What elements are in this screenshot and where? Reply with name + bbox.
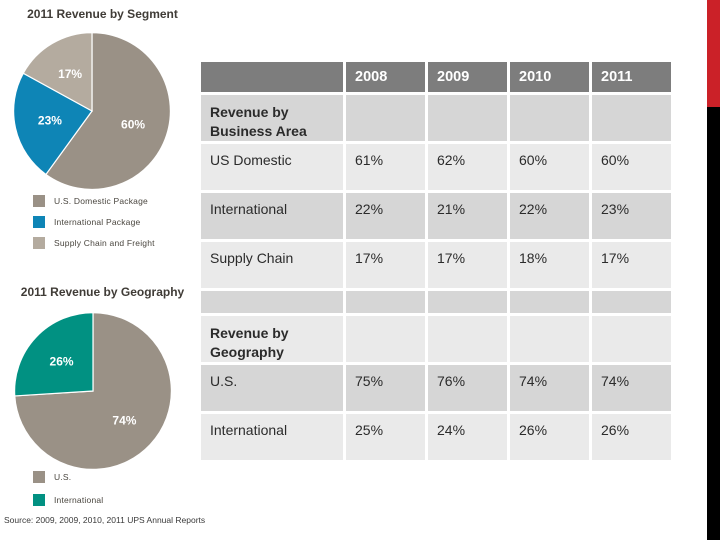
table-cell: 17% bbox=[592, 242, 671, 288]
revenue-table: 2008 2009 2010 2011 Revenue by Business Are… bbox=[198, 59, 674, 463]
table-cell: Revenue by Geography bbox=[201, 316, 343, 362]
pie-slice bbox=[13, 72, 93, 176]
table-cell: 22% bbox=[346, 193, 425, 239]
table-cell: 24% bbox=[428, 414, 507, 460]
table-cell: 26% bbox=[592, 414, 671, 460]
pie-svg: 74% 26% bbox=[14, 311, 172, 470]
pie-slice-label: 74% bbox=[112, 414, 136, 428]
table-row: International 22% 21% 22% 23% bbox=[201, 193, 671, 239]
legend-item: International bbox=[33, 489, 103, 511]
table-cell bbox=[510, 316, 589, 362]
table-header-cell: 2010 bbox=[510, 62, 589, 92]
table-cell bbox=[346, 316, 425, 362]
legend-label: International Package bbox=[54, 217, 141, 227]
legend-swatch bbox=[33, 471, 45, 483]
legend-swatch bbox=[33, 195, 45, 207]
source-note: Source: 2009, 2009, 2010, 2011 UPS Annua… bbox=[4, 515, 206, 525]
table-cell bbox=[428, 291, 507, 313]
legend-swatch bbox=[33, 494, 45, 506]
legend-swatch bbox=[33, 237, 45, 249]
legend-label: Supply Chain and Freight bbox=[54, 238, 155, 248]
table-cell: U.S. bbox=[201, 365, 343, 411]
table-cell bbox=[510, 291, 589, 313]
table-cell: Revenue by Business Area bbox=[201, 95, 343, 141]
geography-pie-chart: 74% 26% bbox=[13, 311, 173, 471]
table-cell: 60% bbox=[510, 144, 589, 190]
table-cell bbox=[592, 316, 671, 362]
table-row: Supply Chain 17% 17% 18% 17% bbox=[201, 242, 671, 288]
legend-item: Supply Chain and Freight bbox=[33, 233, 155, 253]
segment-pie-chart: 60% 23% 17% bbox=[12, 31, 172, 191]
legend-item: U.S. bbox=[33, 466, 103, 488]
segment-legend: U.S. Domestic Package International Packa… bbox=[33, 191, 155, 254]
table-cell bbox=[592, 291, 671, 313]
table-head: 2008 2009 2010 2011 bbox=[201, 62, 671, 92]
table-cell: 23% bbox=[592, 193, 671, 239]
table-cell: US Domestic bbox=[201, 144, 343, 190]
table-cell bbox=[592, 95, 671, 141]
table-cell: 17% bbox=[346, 242, 425, 288]
pie-slice-label: 17% bbox=[58, 67, 82, 81]
table-cell: 25% bbox=[346, 414, 425, 460]
legend-item: International Package bbox=[33, 212, 155, 232]
table-row: International 25% 24% 26% 26% bbox=[201, 414, 671, 460]
table-header-row: 2008 2009 2010 2011 bbox=[201, 62, 671, 92]
pie-slice bbox=[22, 31, 93, 113]
table-cell bbox=[201, 291, 343, 313]
table-header-cell: 2009 bbox=[428, 62, 507, 92]
legend-label: U.S. Domestic Package bbox=[54, 196, 148, 206]
table-cell: 60% bbox=[592, 144, 671, 190]
table-cell: 26% bbox=[510, 414, 589, 460]
table-cell: International bbox=[201, 193, 343, 239]
accent-bar-black bbox=[707, 107, 720, 540]
legend-swatch bbox=[33, 216, 45, 228]
geography-chart-title: 2011 Revenue by Geography bbox=[20, 285, 185, 299]
geography-legend: U.S. International bbox=[33, 466, 103, 512]
legend-label: U.S. bbox=[54, 472, 72, 482]
table-row: Revenue by Geography bbox=[201, 316, 671, 362]
table-cell bbox=[346, 95, 425, 141]
table-row bbox=[201, 291, 671, 313]
table-cell: 76% bbox=[428, 365, 507, 411]
table-header-cell: 2008 bbox=[346, 62, 425, 92]
table-cell bbox=[428, 316, 507, 362]
pie-svg: 60% 23% 17% bbox=[13, 31, 172, 190]
table-row: Revenue by Business Area bbox=[201, 95, 671, 141]
legend-item: U.S. Domestic Package bbox=[33, 191, 155, 211]
table-cell: 17% bbox=[428, 242, 507, 288]
table-row: US Domestic 61% 62% 60% 60% bbox=[201, 144, 671, 190]
table-cell: 62% bbox=[428, 144, 507, 190]
pie-slice-label: 26% bbox=[50, 354, 74, 368]
segment-chart-title: 2011 Revenue by Segment bbox=[27, 7, 178, 21]
table-cell: 74% bbox=[592, 365, 671, 411]
accent-bar-red bbox=[707, 0, 720, 107]
table-header-cell bbox=[201, 62, 343, 92]
pie-slice bbox=[14, 311, 94, 397]
table-cell: 61% bbox=[346, 144, 425, 190]
table-header-cell: 2011 bbox=[592, 62, 671, 92]
pie-slice-label: 23% bbox=[38, 113, 62, 127]
table-cell: 22% bbox=[510, 193, 589, 239]
table-row: U.S. 75% 76% 74% 74% bbox=[201, 365, 671, 411]
table-cell: 18% bbox=[510, 242, 589, 288]
table-body: Revenue by Business Area US Domestic 61% 62… bbox=[201, 95, 671, 460]
pie-slice bbox=[45, 31, 172, 190]
table-cell: International bbox=[201, 414, 343, 460]
table-cell bbox=[510, 95, 589, 141]
table-cell: 74% bbox=[510, 365, 589, 411]
table-cell: 21% bbox=[428, 193, 507, 239]
table-cell bbox=[346, 291, 425, 313]
table-cell bbox=[428, 95, 507, 141]
legend-label: International bbox=[54, 495, 104, 505]
table-cell: 75% bbox=[346, 365, 425, 411]
table-cell: Supply Chain bbox=[201, 242, 343, 288]
pie-slice-label: 60% bbox=[121, 117, 145, 131]
